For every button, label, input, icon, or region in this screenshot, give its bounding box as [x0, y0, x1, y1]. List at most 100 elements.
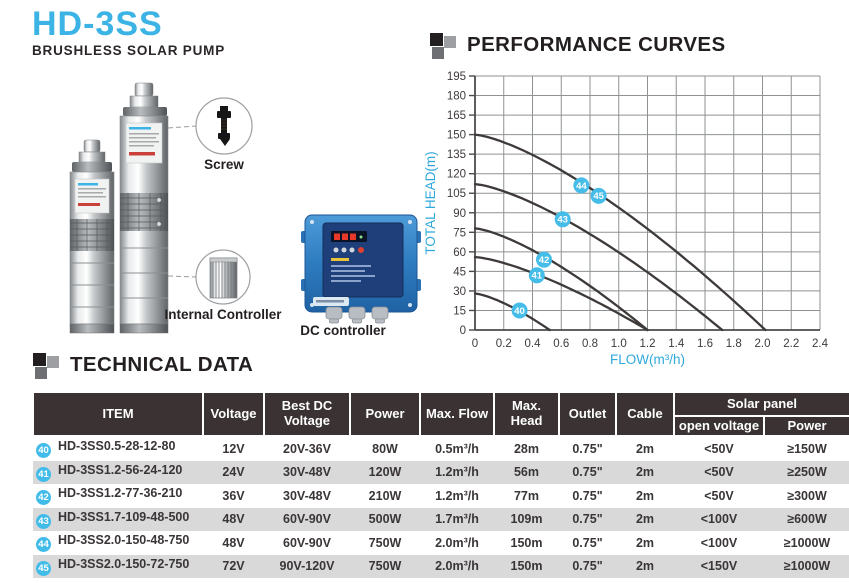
- callout-line-internal-controller: [167, 275, 197, 278]
- table-cell-open_voltage: <100V: [700, 512, 738, 527]
- product-subtitle: BRUSHLESS SOLAR PUMP: [32, 43, 226, 58]
- technical-table-body: 40 HD-3SS0.5-28-12-80 12V 20V-36V 80W 0.5m³/h…: [33, 436, 849, 578]
- col-header-outlet: Outlet: [558, 391, 617, 437]
- x-tick-label: 0: [472, 338, 478, 350]
- pump-large-image: [119, 82, 169, 334]
- curve-42: [473, 227, 649, 332]
- item-code: HD-3SS0.5-28-12-80: [58, 439, 176, 454]
- x-tick-label: 1.2: [640, 338, 656, 350]
- dc-controller-label: DC controller: [300, 323, 386, 338]
- item-code: HD-3SS2.0-150-72-750: [58, 556, 190, 571]
- performance-curves-chart: 0 15 30 45 60 75 90 105 120 135 150 165 180 195 0 0.2 0.…: [423, 71, 829, 367]
- item-code: HD-3SS2.0-150-48-750: [58, 533, 190, 548]
- curve-marker-42: [536, 251, 552, 268]
- table-cell-max_flow: 0.5m³/h: [435, 441, 479, 456]
- curve-marker-label: 43: [557, 215, 568, 226]
- curve-marker-label: 41: [532, 271, 543, 282]
- dc-controller-cable-glands: [325, 306, 389, 324]
- internal-controller-icon: [209, 257, 238, 299]
- table-row: 44 HD-3SS2.0-150-48-750 48V 60V-90V 750W 2.0m…: [33, 531, 849, 555]
- table-cell-cable: 2m: [635, 512, 655, 527]
- table-cell-max_head: 150m: [510, 559, 543, 574]
- row-number-badge: 42: [36, 490, 51, 506]
- x-tick-label: 1.8: [726, 338, 742, 350]
- col-header-power: Power: [349, 391, 421, 437]
- table-cell-power: 750W: [368, 559, 402, 574]
- table-cell-voltage: 48V: [222, 512, 245, 527]
- table-cell-power: 120W: [368, 465, 402, 480]
- curve-marker-45: [590, 187, 607, 204]
- performance-section-heading: PERFORMANCE CURVES: [430, 33, 726, 61]
- curve-marker-label: 42: [539, 255, 550, 266]
- table-cell-item: 41 HD-3SS1.2-56-24-120: [33, 461, 203, 485]
- table-cell-cable: 2m: [635, 559, 655, 574]
- y-tick-label: 45: [453, 266, 466, 278]
- table-cell-panel_power: ≥600W: [787, 512, 827, 527]
- col-header-open-voltage: open voltage: [673, 415, 765, 437]
- x-tick-label: 0.4: [525, 338, 542, 350]
- x-tick-label: 0.2: [496, 338, 512, 350]
- table-cell-best_dc: 60V-90V: [283, 512, 331, 527]
- table-cell-item: 45 HD-3SS2.0-150-72-750: [33, 555, 203, 579]
- table-cell-outlet: 0.75": [572, 512, 603, 527]
- item-code: HD-3SS1.7-109-48-500: [58, 509, 190, 524]
- table-cell-best_dc: 90V-120V: [279, 559, 335, 574]
- table-cell-open_voltage: <100V: [700, 535, 738, 550]
- curve-marker-43: [554, 211, 571, 228]
- x-tick-label: 1.0: [611, 338, 627, 350]
- callout-line-screw: [167, 125, 197, 129]
- table-cell-panel_power: ≥300W: [787, 488, 827, 503]
- screw-icon: [217, 106, 231, 146]
- table-cell-panel_power: ≥1000W: [783, 559, 831, 574]
- table-cell-power: 500W: [368, 512, 402, 527]
- table-cell-panel_power: ≥250W: [787, 465, 827, 480]
- y-tick-label: 180: [447, 91, 466, 103]
- col-header-max-head: Max. Head: [493, 391, 560, 437]
- internal-controller-callout: Internal Controller: [164, 249, 282, 322]
- internal-controller-label: Internal Controller: [164, 307, 282, 322]
- table-cell-outlet: 0.75": [572, 465, 603, 480]
- pump-small-image: [69, 139, 115, 334]
- x-tick-label: 1.4: [668, 338, 685, 350]
- table-cell-max_head: 109m: [510, 512, 543, 527]
- curve-marker-label: 40: [514, 306, 525, 317]
- y-tick-label: 135: [447, 149, 466, 161]
- row-number-badge: 45: [36, 560, 51, 576]
- section-squares-icon: [33, 353, 59, 379]
- y-axis-title: TOTAL HEAD(m): [423, 151, 438, 254]
- table-cell-open_voltage: <150V: [700, 559, 738, 574]
- performance-section-title: PERFORMANCE CURVES: [467, 33, 726, 56]
- curve-marker-label: 44: [576, 181, 587, 192]
- y-tick-label: 195: [447, 71, 466, 83]
- col-header-item: ITEM: [32, 391, 204, 437]
- table-cell-max_flow: 1.2m³/h: [435, 465, 479, 480]
- curve-43: [473, 182, 724, 332]
- table-cell-power: 80W: [372, 441, 398, 456]
- table-cell-outlet: 0.75": [572, 535, 603, 550]
- x-tick-label: 1.6: [697, 338, 713, 350]
- col-header-cable: Cable: [615, 391, 675, 437]
- x-tick-label: 0.6: [553, 338, 569, 350]
- product-title: HD-3SS: [32, 5, 163, 43]
- table-cell-voltage: 72V: [222, 559, 245, 574]
- col-header-best-dc-voltage: Best DC Voltage: [263, 391, 351, 437]
- curve-41: [473, 255, 649, 332]
- table-row: 42 HD-3SS1.2-77-36-210 36V 30V-48V 210W 1.2m³…: [33, 484, 849, 508]
- curve-marker-40: [511, 302, 528, 319]
- curve-marker-44: [573, 177, 590, 194]
- x-tick-label: 2.0: [755, 338, 771, 350]
- table-cell-item: 42 HD-3SS1.2-77-36-210: [33, 484, 203, 508]
- table-cell-max_flow: 2.0m³/h: [435, 535, 479, 550]
- x-tick-label: 2.2: [783, 338, 799, 350]
- col-header-max-flow: Max. Flow: [419, 391, 495, 437]
- table-row: 41 HD-3SS1.2-56-24-120 24V 30V-48V 120W 1.2m³…: [33, 460, 849, 485]
- table-cell-voltage: 12V: [222, 441, 245, 456]
- x-tick-label: 2.4: [812, 338, 829, 350]
- product-illustration: Screw Internal Controller: [69, 82, 421, 338]
- table-cell-item: 44 HD-3SS2.0-150-48-750: [33, 531, 203, 555]
- table-cell-best_dc: 20V-36V: [283, 441, 331, 456]
- y-tick-label: 105: [447, 188, 466, 200]
- table-cell-max_head: 150m: [510, 535, 543, 550]
- x-tick-label: 0.8: [582, 338, 598, 350]
- dc-controller-image: DC controller: [300, 214, 421, 338]
